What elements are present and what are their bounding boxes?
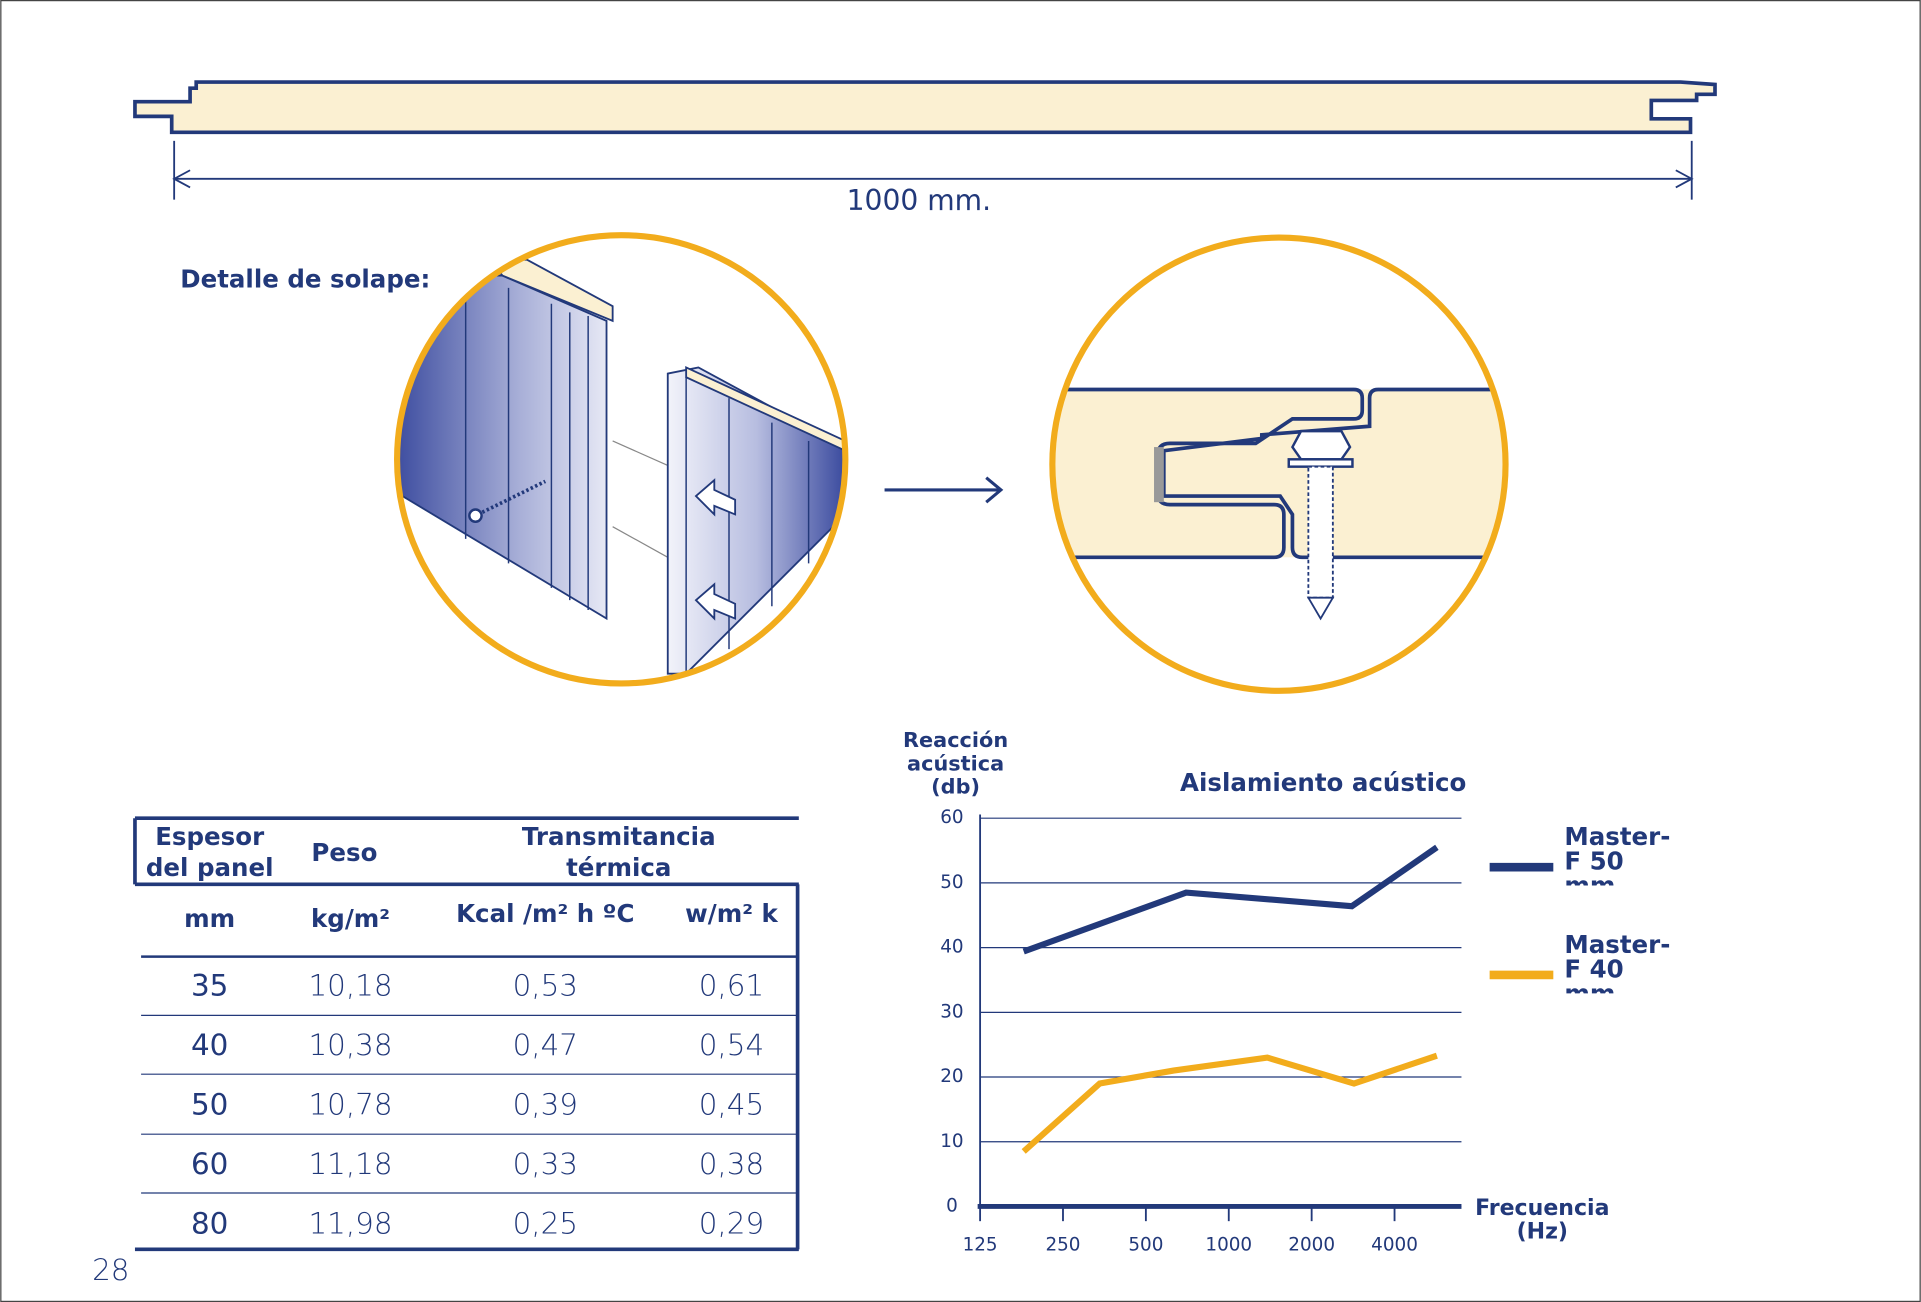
detail-circle <box>394 232 849 687</box>
table-cell: 0,39 <box>513 1088 578 1122</box>
table-cell: 60 <box>191 1147 228 1181</box>
table-cell: 80 <box>191 1206 228 1240</box>
x-tick-label: 500 <box>1128 1235 1163 1256</box>
overlap-illustration <box>399 237 843 682</box>
y-tick-label: 10 <box>940 1131 963 1152</box>
table-cell: 0,45 <box>699 1088 764 1122</box>
table-cell: 11,98 <box>308 1206 392 1240</box>
table-cell: 50 <box>191 1088 228 1122</box>
y-tick-label: 50 <box>940 872 963 893</box>
table-cell: 0,25 <box>513 1206 578 1240</box>
arrow <box>884 476 1004 504</box>
table-unit: kg/m² <box>311 904 390 933</box>
x-tick-label: 2000 <box>1288 1235 1335 1256</box>
series-line <box>1022 844 1439 955</box>
table-cell: 0,61 <box>699 969 764 1003</box>
y-axis-label-box: Reacción acústica (db) <box>903 730 1009 800</box>
x-tick-label: 125 <box>963 1235 998 1256</box>
legend-label: Master-F 40 mm. <box>1564 932 1671 994</box>
table-cell: 0,53 <box>513 969 578 1003</box>
y-tick-label: 40 <box>940 937 963 958</box>
x-tick-label: 1000 <box>1205 1235 1252 1256</box>
table-header: Espesor del panel <box>145 821 274 882</box>
joint-illustration <box>1054 240 1504 689</box>
table-unit: Kcal /m² h ºC <box>456 899 634 928</box>
table-cell: 10,78 <box>308 1088 392 1122</box>
x-tick-label: 4000 <box>1371 1235 1418 1256</box>
table-header-box: Espesor del panel <box>145 821 274 882</box>
legend-label-box: Master-F 40 mm. <box>1564 932 1671 994</box>
table-cell: 0,47 <box>513 1028 578 1062</box>
table-cell: 0,29 <box>699 1206 764 1240</box>
y-tick-label: 20 <box>940 1066 963 1087</box>
panel-profile <box>133 80 1717 135</box>
x-tick-label: 250 <box>1045 1235 1080 1256</box>
table-cell: 11,18 <box>308 1147 392 1181</box>
table-cell: 10,18 <box>308 969 392 1003</box>
x-axis-label-box: Frecuencia (Hz) <box>1475 1196 1610 1245</box>
dimension-line <box>172 140 1694 200</box>
detail-label: Detalle de solape: <box>180 264 430 293</box>
table-cell: 0,33 <box>513 1147 578 1181</box>
series-line <box>1021 1052 1438 1154</box>
table-cell: 40 <box>191 1028 228 1062</box>
legend-label-box: Master-F 50 mm. <box>1564 824 1671 885</box>
dimension-label: 1000 mm. <box>847 184 991 217</box>
table-frame <box>133 816 800 1252</box>
table-cell: 0,38 <box>699 1147 764 1181</box>
detail-circle <box>1049 234 1509 694</box>
legend-label: Master-F 50 mm. <box>1564 824 1671 885</box>
table-header: Transmitancia térmica <box>521 821 716 882</box>
table-cell: 35 <box>191 969 228 1003</box>
table-header-box: Peso <box>311 837 378 868</box>
page-number: 28 <box>92 1253 129 1287</box>
table-cell: 10,38 <box>308 1028 392 1062</box>
x-axis-label: Frecuencia (Hz) <box>1475 1196 1610 1245</box>
table-header: Peso <box>311 837 378 868</box>
y-axis-label: Reacción acústica (db) <box>903 730 1009 800</box>
y-tick-label: 60 <box>940 807 963 828</box>
chart-title: Aislamiento acústico <box>1180 768 1466 797</box>
y-tick-label: 0 <box>946 1195 958 1216</box>
table-cell: 0,54 <box>699 1028 764 1062</box>
table-unit: w/m² k <box>685 899 778 928</box>
y-tick-label: 30 <box>940 1001 963 1022</box>
table-unit: mm <box>184 904 235 933</box>
table-header-box: Transmitancia térmica <box>521 821 716 882</box>
